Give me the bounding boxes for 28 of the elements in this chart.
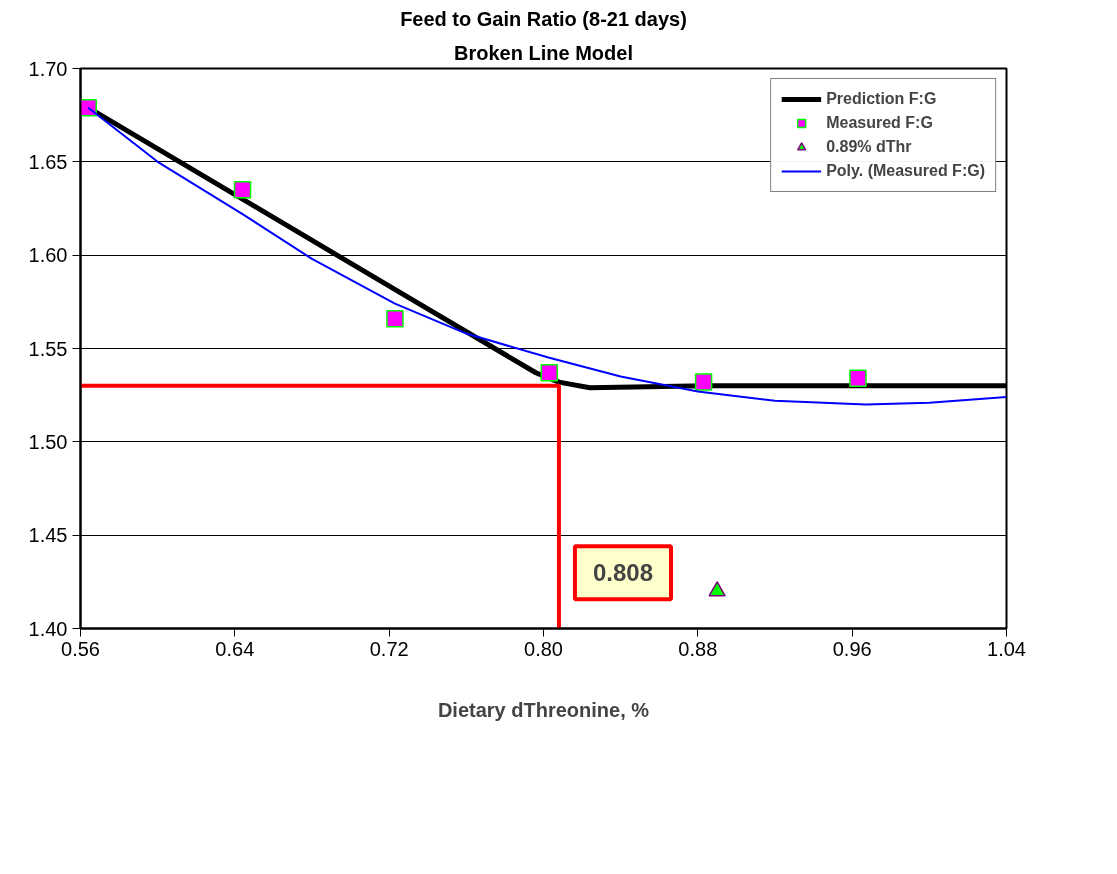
legend-label: Poly. (Measured F:G) bbox=[826, 162, 985, 180]
y-tick-label: 1.65 bbox=[28, 150, 68, 173]
x-tick-label: 0.96 bbox=[832, 637, 872, 660]
point bbox=[849, 369, 867, 388]
y-tick-label: 1.60 bbox=[28, 244, 68, 267]
legend-label: Measured F:G bbox=[826, 114, 933, 132]
y-tick-label: 1.55 bbox=[28, 337, 68, 360]
point bbox=[233, 181, 252, 199]
x-tick-label: 0.64 bbox=[215, 637, 255, 660]
point bbox=[694, 373, 713, 391]
y-tick-label: 1.40 bbox=[28, 617, 68, 640]
point bbox=[708, 581, 726, 597]
x-tick-label: 1.04 bbox=[987, 637, 1026, 660]
y-tick-label: 1.70 bbox=[28, 57, 68, 80]
point bbox=[540, 364, 559, 382]
x-tick-label: 0.88 bbox=[678, 637, 718, 660]
point bbox=[386, 309, 404, 328]
chart-subtitle: Broken Line Model bbox=[454, 41, 633, 64]
legend-label: Prediction F:G bbox=[826, 90, 937, 108]
x-axis-title: Dietary dThreonine, % bbox=[437, 698, 650, 721]
annotation: 0.808 bbox=[592, 559, 653, 587]
legend-label: 0.89% dThr bbox=[826, 138, 912, 156]
y-tick-label: 1.50 bbox=[28, 430, 68, 453]
x-tick-label: 0.72 bbox=[369, 637, 409, 660]
chart-title: Feed to Gain Ratio (8-21 days) bbox=[400, 7, 687, 30]
y-tick-label: 1.45 bbox=[28, 524, 68, 547]
x-tick-label: 0.80 bbox=[524, 637, 563, 660]
x-tick-label: 0.56 bbox=[61, 637, 100, 660]
